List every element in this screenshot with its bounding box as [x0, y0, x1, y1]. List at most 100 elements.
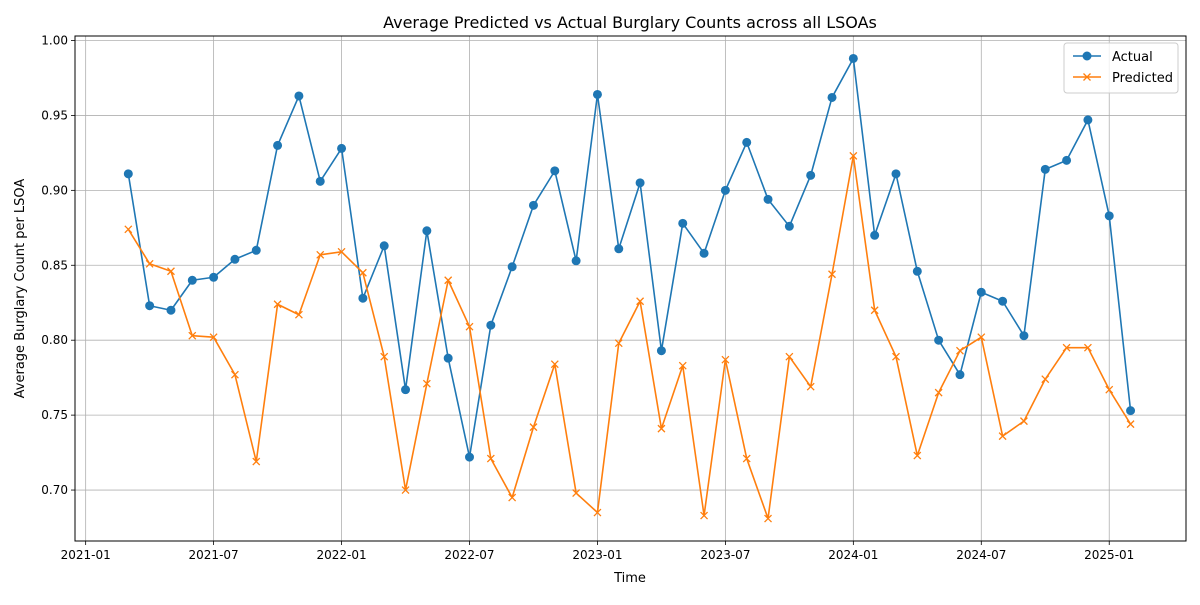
legend-marker-predicted	[1083, 73, 1091, 81]
series-actual	[123, 53, 1136, 462]
data-point-predicted	[913, 451, 922, 460]
data-point-actual	[550, 166, 560, 176]
data-point-actual	[443, 353, 453, 363]
y-tick-label: 0.80	[41, 333, 68, 347]
x-tick-label: 2021-01	[61, 548, 111, 562]
series-line-actual	[127, 57, 1132, 458]
data-point-actual	[784, 221, 794, 231]
data-point-predicted	[230, 370, 239, 379]
data-point-predicted	[444, 276, 453, 285]
y-tick-label: 0.95	[41, 108, 68, 122]
data-point-actual	[720, 185, 730, 195]
data-point-actual	[401, 385, 411, 395]
data-point-actual	[891, 169, 901, 179]
data-point-actual	[337, 143, 347, 153]
series-predicted	[124, 151, 1135, 523]
data-point-predicted	[657, 424, 666, 433]
data-point-actual	[187, 275, 197, 285]
data-point-actual	[848, 53, 858, 63]
data-point-predicted	[572, 489, 581, 498]
data-point-actual	[806, 170, 816, 180]
data-point-predicted	[294, 310, 303, 319]
data-point-predicted	[252, 457, 261, 466]
data-point-actual	[294, 91, 304, 101]
data-point-predicted	[892, 352, 900, 361]
data-point-predicted	[614, 339, 623, 348]
y-tick-label: 0.70	[41, 483, 68, 497]
x-axis-ticks: 2021-01 2021-07 2022-01 2022-07 2023-01 2023-…	[61, 541, 1134, 562]
data-point-predicted	[508, 493, 517, 502]
data-point-actual	[699, 248, 709, 258]
data-point-actual	[571, 256, 581, 266]
data-point-actual	[742, 137, 752, 147]
data-point-actual	[486, 320, 496, 330]
x-tick-label: 2022-01	[316, 548, 366, 562]
data-point-actual	[955, 370, 965, 380]
data-point-predicted	[828, 270, 836, 279]
data-point-actual	[230, 254, 240, 264]
data-point-actual	[528, 200, 538, 210]
x-tick-label: 2022-07	[444, 548, 494, 562]
data-point-actual	[870, 230, 880, 240]
x-axis-title: Time	[613, 571, 646, 586]
data-point-actual	[912, 266, 922, 276]
data-point-predicted	[956, 346, 964, 355]
legend-items: Actual Predicted	[1073, 50, 1173, 86]
data-point-predicted	[188, 331, 197, 340]
data-point-actual	[315, 176, 325, 186]
data-point-predicted	[1062, 343, 1071, 352]
data-point-predicted	[849, 151, 858, 160]
data-point-predicted	[785, 352, 794, 361]
data-point-actual	[166, 305, 176, 315]
data-point-actual	[1062, 155, 1072, 165]
data-point-predicted	[167, 267, 175, 276]
data-point-actual	[251, 245, 261, 255]
data-point-predicted	[593, 508, 602, 517]
y-tick-label: 0.85	[41, 258, 68, 272]
x-tick-label: 2021-07	[189, 548, 239, 562]
legend-item-actual: Actual	[1073, 50, 1153, 65]
data-point-predicted	[209, 333, 218, 342]
legend-item-predicted: Predicted	[1073, 71, 1173, 86]
data-point-predicted	[1126, 420, 1135, 429]
data-point-predicted	[806, 382, 815, 391]
data-point-actual	[998, 296, 1008, 306]
y-tick-label: 0.90	[41, 183, 68, 197]
data-point-actual	[358, 293, 368, 303]
data-point-actual	[635, 178, 645, 188]
y-tick-label: 0.75	[41, 408, 68, 422]
data-point-actual	[934, 335, 944, 345]
plot-area-frame	[74, 35, 1187, 542]
x-tick-label: 2025-01	[1084, 548, 1134, 562]
data-point-predicted	[1019, 417, 1028, 426]
legend-label-actual: Actual	[1112, 50, 1153, 65]
data-point-actual	[465, 452, 475, 462]
data-point-actual	[422, 226, 432, 236]
data-point-actual	[763, 194, 773, 204]
x-tick-label: 2023-07	[700, 548, 750, 562]
chart-title: Average Predicted vs Actual Burglary Cou…	[383, 13, 877, 32]
data-point-predicted	[380, 352, 389, 361]
data-point-predicted	[529, 423, 538, 432]
x-tick-label: 2023-01	[572, 548, 622, 562]
data-point-actual	[507, 262, 517, 272]
data-point-actual	[379, 241, 389, 251]
series-line-predicted	[127, 155, 1132, 520]
data-point-actual	[1126, 406, 1136, 416]
data-point-predicted	[764, 514, 773, 523]
data-point-predicted	[550, 360, 559, 369]
data-point-predicted	[422, 379, 431, 388]
series-layer	[123, 53, 1136, 523]
data-point-actual	[656, 346, 666, 356]
data-point-actual	[1019, 331, 1029, 341]
data-point-predicted	[1105, 385, 1114, 394]
data-point-predicted	[273, 300, 282, 309]
data-point-predicted	[1041, 375, 1050, 384]
data-point-actual	[1083, 115, 1093, 125]
legend-marker-actual	[1082, 51, 1092, 61]
data-point-predicted	[465, 322, 474, 331]
legend: Actual Predicted	[1063, 42, 1179, 94]
data-point-predicted	[678, 361, 687, 370]
x-tick-label: 2024-07	[956, 548, 1006, 562]
